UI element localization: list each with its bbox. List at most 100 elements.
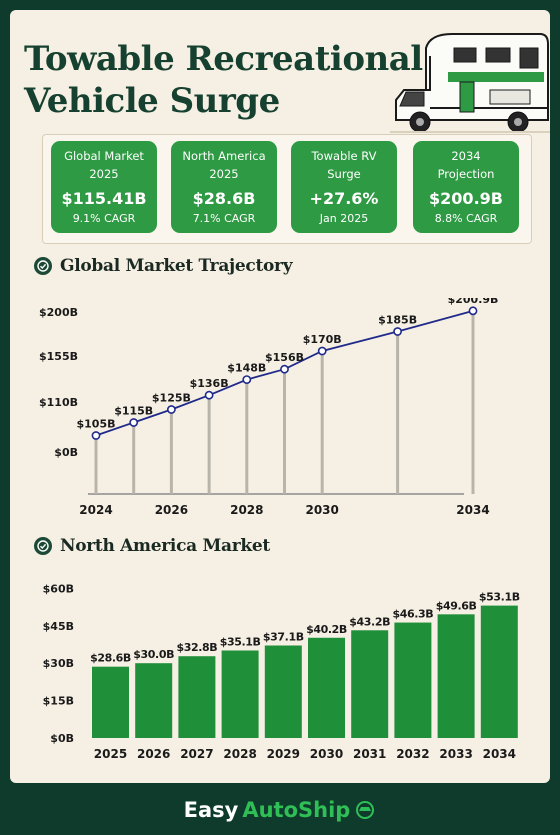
data-label: $136B [190,377,229,390]
brand-logo: Easy AutoShip [184,798,377,822]
stat-value: +27.6% [309,189,379,208]
bar [480,605,518,738]
infographic-card: Towable Recreational Vehicle Surge Globa… [10,10,550,783]
bar [351,630,389,738]
stat-label: North America [182,149,266,163]
brand-name-part1: Easy [183,798,239,822]
stat-card-2034-projection: 2034 Projection $200.9B 8.8% CAGR [413,141,519,233]
data-label: $53.1B [479,591,520,604]
x-tick-label: 2032 [396,747,429,761]
data-point [129,418,139,427]
data-label: $49.6B [436,599,477,612]
data-label: $32.8B [177,641,218,654]
x-tick-label: 2030 [310,747,343,761]
data-label: $105B [77,418,116,431]
check-badge-icon [34,257,52,275]
section-title-north-america: North America Market [34,536,270,556]
data-label: $170B [303,333,342,346]
stat-value: $28.6B [192,189,256,208]
data-label: $115B [114,405,153,418]
x-tick-label: 2026 [137,747,170,761]
bar [308,637,345,738]
title-line-2: Vehicle Surge [24,81,280,121]
x-tick-label: 2028 [230,503,263,517]
bar [92,666,129,738]
data-label: $40.2B [306,623,347,636]
section-title-text: Global Market Trajectory [60,256,293,276]
stat-card-towable-surge: Towable RV Surge +27.6% Jan 2025 [291,141,397,233]
x-tick-label: 2031 [353,747,386,761]
y-tick-label: $0B [54,446,78,459]
stat-label: 2025 [89,167,119,181]
car-logo-icon [356,801,375,819]
x-tick-label: 2024 [79,503,112,517]
page-title: Towable Recreational Vehicle Surge [24,38,423,122]
stats-panel: Global Market 2025 $115.41B 9.1% CAGR Nor… [42,134,532,244]
data-point [242,375,252,384]
data-label: $43.2B [349,615,390,628]
x-tick-label: 2028 [223,747,256,761]
stat-card-north-america: North America 2025 $28.6B 7.1% CAGR [171,141,277,233]
stat-sub: 9.1% CAGR [72,212,136,225]
x-tick-label: 2026 [155,503,188,517]
data-label: $185B [378,314,417,327]
bar [437,614,475,738]
y-tick-label: $110B [39,396,78,409]
stat-sub: 7.1% CAGR [192,212,256,225]
y-tick-label: $30B [43,657,74,670]
y-tick-label: $0B [50,732,74,745]
stat-label: Global Market [64,149,144,163]
data-point [204,390,214,400]
check-badge-icon [34,537,52,555]
stat-label: Surge [327,167,361,181]
bar [221,650,259,738]
stat-sub: Jan 2025 [319,212,369,225]
y-tick-label: $200B [39,306,78,319]
bar [135,663,173,738]
stat-sub: 8.8% CAGR [434,212,498,225]
section-title-global: Global Market Trajectory [34,256,293,276]
y-tick-label: $15B [43,695,74,708]
north-america-bar-chart: $60B $45B $30B $15B $0B $28.6B 2025 $30.0B 2026 $… [43,582,520,761]
stat-label: 2025 [209,167,239,181]
footer: Easy AutoShip [0,790,560,830]
data-label: $156B [265,351,304,364]
stat-label: Towable RV [311,149,377,163]
rv-camper-illustration [390,33,550,133]
data-point [280,364,289,374]
x-tick-label: 2034 [483,747,516,761]
section-title-text: North America Market [60,536,270,556]
bar [394,622,432,738]
data-label: $200.9B [448,298,499,306]
title-line-1: Towable Recreational [24,39,423,79]
bar [264,645,302,738]
data-label: $125B [152,392,191,405]
stat-label: Projection [437,167,495,181]
data-label: $35.1B [220,635,261,648]
data-point [468,306,478,316]
x-tick-label: 2025 [94,747,127,761]
data-point [91,431,101,440]
x-tick-label: 2030 [305,503,338,517]
data-point [317,346,327,356]
global-market-line-chart: $200B $155B $110B $0B $105B$115B$125B $136B $1… [39,298,499,517]
y-tick-label: $155B [39,350,78,363]
stat-card-global-market: Global Market 2025 $115.41B 9.1% CAGR [51,141,157,233]
x-tick-label: 2029 [267,747,300,761]
y-tick-label: $60B [43,582,74,595]
data-label: $37.1B [263,630,304,643]
data-point [393,327,402,336]
data-label: $30.0B [133,648,174,661]
brand-name-part2: AutoShip [242,798,351,822]
data-point [166,405,176,414]
data-label: $148B [227,362,266,375]
stat-label: 2034 [451,149,481,163]
x-tick-label: 2034 [456,503,489,517]
stat-value: $200.9B [429,189,503,208]
x-tick-label: 2027 [180,747,213,761]
stat-value: $115.41B [61,189,147,208]
data-label: $46.3B [393,608,434,621]
bar [178,656,216,738]
data-label: $28.6B [90,652,131,665]
y-tick-label: $45B [43,620,74,633]
